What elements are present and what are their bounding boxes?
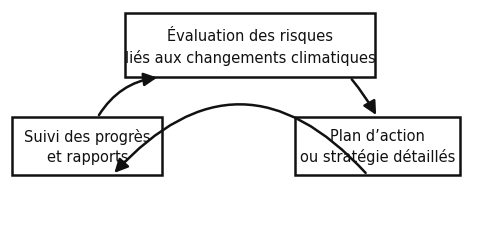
FancyBboxPatch shape — [295, 118, 460, 175]
Text: Plan d’action
ou stratégie détaillés: Plan d’action ou stratégie détaillés — [300, 128, 455, 165]
FancyBboxPatch shape — [12, 118, 162, 175]
FancyBboxPatch shape — [125, 14, 375, 78]
Text: Évaluation des risques
liés aux changements climatiques: Évaluation des risques liés aux changeme… — [124, 26, 376, 65]
Text: Suivi des progrès
et rapports: Suivi des progrès et rapports — [24, 129, 151, 164]
